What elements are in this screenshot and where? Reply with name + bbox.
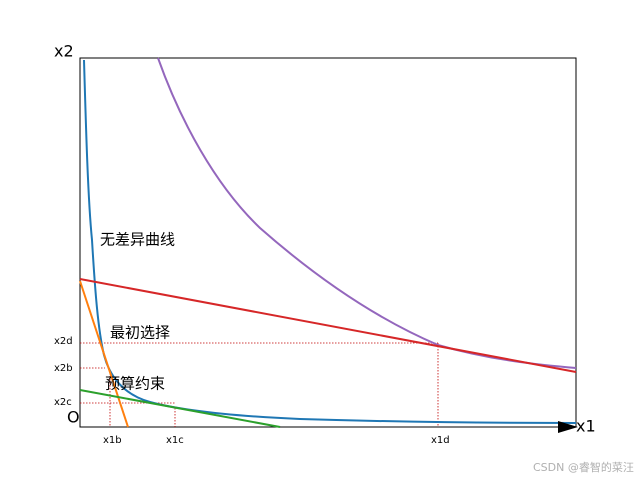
indifference-curve-low	[83, 59, 577, 424]
x-tick-label: x1d	[431, 435, 450, 446]
origin-label: O	[67, 408, 80, 427]
x-axis-arrow	[558, 421, 578, 433]
plot-frame	[79, 57, 577, 428]
annotation: 无差异曲线	[100, 231, 175, 249]
y-axis-label: x2	[54, 42, 74, 61]
indifference-curve-high	[157, 57, 577, 369]
budget-line-orange	[79, 280, 129, 428]
y-tick-label: x2c	[54, 397, 72, 408]
watermark: CSDN @睿智的菜汪	[533, 460, 634, 474]
budget-line-green	[79, 389, 281, 428]
x-tick-label: x1c	[166, 435, 184, 446]
x-axis-label: x1	[576, 417, 596, 436]
annotation: 预算约束	[105, 375, 165, 393]
x-tick-label: x1b	[103, 435, 122, 446]
budget-line-red	[79, 278, 577, 373]
annotation: 最初选择	[110, 324, 170, 342]
y-tick-label: x2b	[54, 363, 73, 374]
guide-lines	[80, 342, 439, 427]
y-tick-label: x2d	[54, 336, 73, 347]
